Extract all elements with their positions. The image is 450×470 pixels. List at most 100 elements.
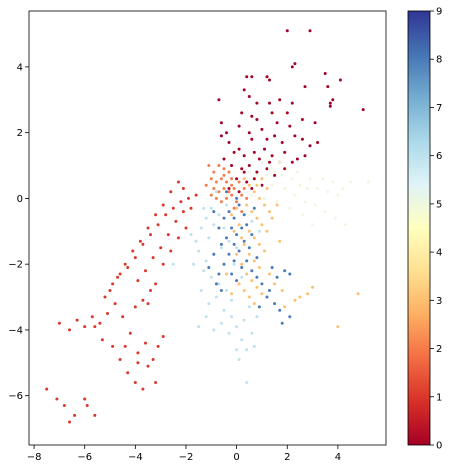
data-point-class-6	[214, 295, 218, 299]
data-point-class-2	[222, 187, 226, 190]
data-point-class-0	[338, 78, 342, 82]
data-point-class-3	[257, 266, 261, 269]
data-point-class-3	[298, 295, 302, 299]
data-point-class-0	[245, 180, 249, 184]
data-point-class-2	[242, 187, 246, 190]
data-point-class-0	[263, 147, 266, 151]
data-point-class-8	[245, 259, 249, 263]
data-point-class-8	[268, 289, 271, 292]
data-point-class-5	[326, 190, 330, 194]
data-point-class-0	[250, 137, 254, 141]
data-point-class-1	[181, 187, 185, 190]
data-point-class-3	[240, 236, 244, 240]
data-point-class-5	[295, 170, 299, 174]
y-tick-label: 0	[17, 194, 23, 205]
data-point-class-1	[176, 236, 180, 240]
data-point-class-6	[252, 344, 256, 348]
data-point-class-5	[275, 200, 279, 204]
data-point-class-8	[275, 275, 279, 279]
data-point-class-3	[252, 190, 256, 194]
data-point-class-6	[204, 216, 208, 220]
data-point-class-0	[240, 167, 244, 171]
data-point-class-3	[240, 262, 244, 266]
colorbar-tick-label: 9	[436, 7, 442, 18]
data-point-class-8	[260, 282, 264, 286]
data-point-class-1	[73, 413, 77, 417]
data-point-class-8	[270, 266, 274, 269]
data-point-class-1	[156, 223, 160, 227]
data-point-class-1	[161, 262, 165, 266]
data-point-class-3	[230, 213, 234, 217]
data-point-class-0	[219, 121, 223, 125]
data-point-class-8	[273, 302, 277, 306]
data-point-class-1	[116, 275, 120, 279]
data-point-class-3	[245, 203, 249, 207]
data-point-class-0	[300, 137, 304, 141]
data-point-class-1	[133, 256, 137, 260]
data-point-class-0	[265, 137, 269, 141]
data-point-class-6	[192, 262, 196, 266]
data-point-class-3	[268, 272, 271, 276]
data-point-class-5	[280, 173, 284, 177]
data-point-class-2	[227, 190, 231, 194]
data-point-class-6	[202, 269, 206, 273]
data-point-class-1	[111, 282, 115, 286]
data-point-class-5	[313, 203, 317, 207]
data-point-class-5	[285, 167, 289, 171]
data-point-class-0	[252, 177, 256, 181]
data-point-class-1	[149, 233, 152, 237]
data-point-class-5	[306, 187, 309, 190]
data-point-class-1	[68, 420, 71, 424]
data-point-class-6	[225, 203, 228, 207]
data-point-class-3	[237, 282, 241, 286]
data-point-class-3	[257, 242, 261, 246]
data-point-class-6	[227, 331, 231, 335]
data-point-class-2	[232, 187, 236, 190]
data-point-class-0	[265, 167, 269, 171]
data-point-class-6	[242, 318, 246, 322]
data-point-class-8	[230, 226, 234, 230]
x-tick-label: −8	[27, 452, 42, 463]
data-point-class-0	[270, 111, 274, 115]
data-point-class-2	[214, 196, 218, 200]
data-point-class-0	[227, 141, 231, 144]
data-point-class-3	[273, 282, 277, 286]
data-point-class-8	[283, 269, 287, 273]
data-point-class-1	[136, 279, 140, 283]
data-point-class-3	[252, 236, 256, 240]
data-point-class-1	[93, 325, 97, 329]
colorbar-tick-label: 7	[436, 103, 442, 114]
data-point-class-6	[232, 262, 236, 266]
data-point-class-0	[222, 157, 226, 161]
data-point-class-0	[260, 183, 264, 187]
data-point-class-8	[242, 239, 246, 243]
data-point-class-0	[230, 164, 234, 167]
data-point-class-0	[278, 98, 282, 102]
data-point-class-5	[341, 187, 345, 190]
data-point-class-8	[240, 266, 244, 269]
data-point-class-6	[235, 325, 239, 329]
data-point-class-0	[247, 164, 251, 167]
data-point-class-6	[171, 262, 175, 266]
data-point-class-6	[217, 282, 221, 286]
data-point-class-0	[270, 154, 274, 158]
colorbar-tick-label: 3	[436, 296, 442, 307]
data-point-class-1	[164, 213, 168, 217]
data-point-class-0	[326, 85, 330, 89]
data-point-class-8	[280, 321, 284, 325]
data-point-class-2	[217, 164, 221, 167]
data-point-class-3	[293, 298, 297, 302]
data-point-class-0	[283, 150, 287, 154]
data-point-class-3	[278, 239, 282, 243]
data-point-class-0	[290, 160, 294, 164]
data-point-class-1	[174, 219, 178, 223]
data-point-class-8	[217, 226, 221, 230]
data-point-class-1	[184, 226, 188, 230]
data-point-class-1	[133, 305, 137, 309]
data-point-class-0	[237, 190, 241, 194]
data-point-class-1	[118, 358, 122, 361]
data-point-class-5	[308, 177, 312, 181]
data-point-class-1	[128, 331, 132, 335]
data-point-class-0	[273, 134, 277, 138]
